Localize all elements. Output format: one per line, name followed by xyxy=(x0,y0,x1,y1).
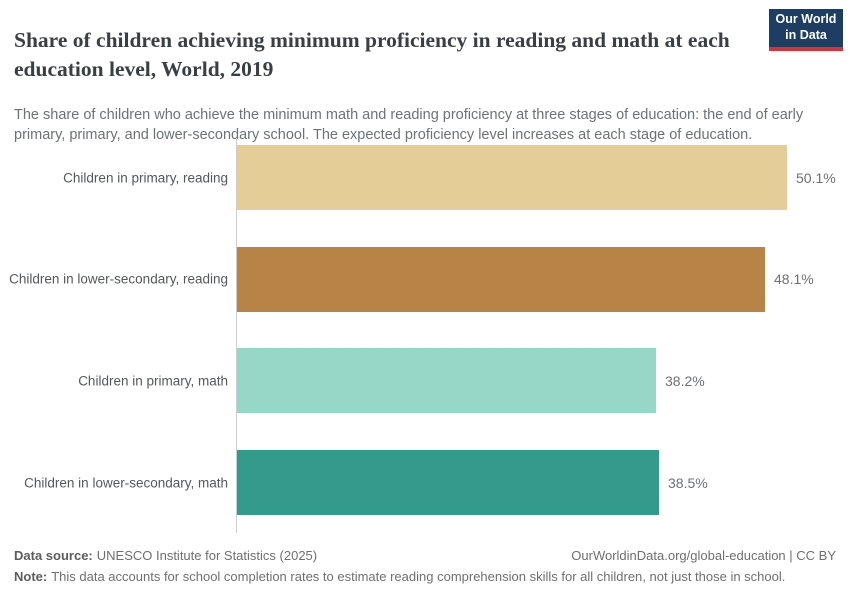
data-source-value: UNESCO Institute for Statistics (2025) xyxy=(96,548,318,563)
footer-note: Note: This data accounts for school compl… xyxy=(14,569,836,584)
bar[interactable] xyxy=(237,450,659,516)
bar-category-label: Children in lower-secondary, math xyxy=(24,475,228,491)
page-title: Share of children achieving minimum prof… xyxy=(14,28,730,81)
note-label: Note: xyxy=(14,569,48,584)
bar-value-label: 50.1% xyxy=(796,169,836,186)
chart-row: Children in primary, reading 50.1% xyxy=(0,145,850,210)
bar-category-label: Children in primary, reading xyxy=(63,170,228,185)
bar-value-label: 48.1% xyxy=(774,271,814,288)
bar[interactable] xyxy=(237,246,765,312)
owid-logo-accent-bar xyxy=(769,47,843,51)
bar-category-label: Children in lower-secondary, reading xyxy=(9,271,228,287)
bar-value-label: 38.2% xyxy=(665,372,705,389)
owid-url-link[interactable]: OurWorldinData.org/global-education | CC… xyxy=(571,548,836,563)
chart-row: Children in lower-secondary, math 38.5% xyxy=(0,450,850,516)
footer: Data source: UNESCO Institute for Statist… xyxy=(14,548,836,563)
data-source-label: Data source: xyxy=(14,548,93,563)
chart-row: Children in lower-secondary, reading 48.1… xyxy=(0,246,850,312)
data-source: Data source: UNESCO Institute for Statist… xyxy=(14,548,317,563)
y-axis-line xyxy=(236,138,237,533)
owid-logo-box: Our World in Data xyxy=(769,9,843,47)
note-value: This data accounts for school completion… xyxy=(51,569,786,584)
bar-value-label: 38.5% xyxy=(668,474,708,491)
chart-row: Children in primary, math 38.2% xyxy=(0,348,850,414)
owid-logo-line1: Our World xyxy=(775,12,837,27)
owid-logo[interactable]: Our World in Data xyxy=(769,9,843,51)
bar[interactable] xyxy=(237,145,787,210)
bar[interactable] xyxy=(237,348,656,414)
bar-category-label: Children in primary, math xyxy=(78,373,228,389)
chart-subtitle: The share of children who achieve the mi… xyxy=(14,106,804,144)
bar-chart: Children in primary, reading 50.1% Childre… xyxy=(0,138,850,533)
owid-logo-line2: in Data xyxy=(785,28,827,42)
